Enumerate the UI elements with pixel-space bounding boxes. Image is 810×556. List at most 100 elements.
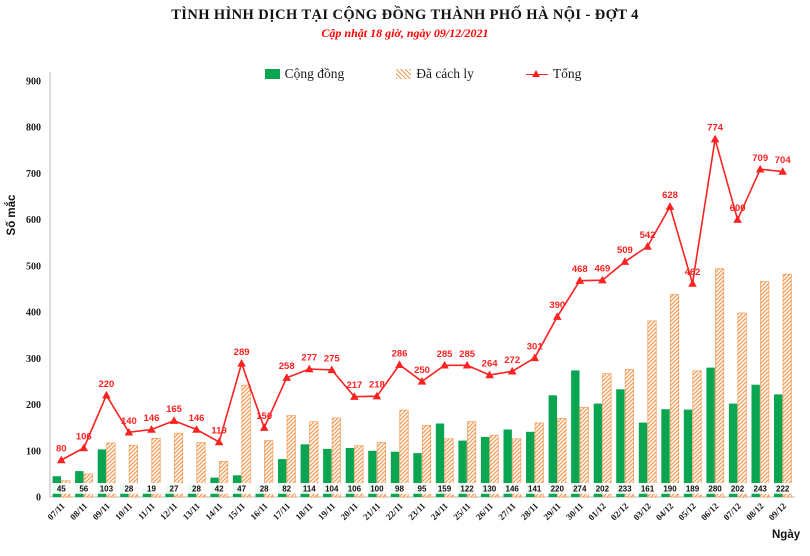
legend-label-tong: Tổng [552,66,582,81]
svg-text:11/11: 11/11 [136,500,157,521]
bar-da-cach-ly [782,273,792,498]
svg-text:18/11: 18/11 [293,500,315,522]
svg-text:103: 103 [100,485,114,494]
svg-text:468: 468 [572,264,588,275]
bar-cong-dong [548,395,557,497]
bar-da-cach-ly [467,421,477,498]
svg-text:146: 146 [189,413,205,424]
svg-text:289: 289 [234,347,250,358]
svg-text:233: 233 [618,485,632,494]
svg-text:15/11: 15/11 [226,500,248,522]
svg-text:0: 0 [36,493,41,504]
svg-text:82: 82 [282,485,291,494]
svg-text:27/11: 27/11 [496,500,518,522]
svg-text:202: 202 [731,485,745,494]
svg-text:218: 218 [369,380,385,391]
line-marker-triangle [462,360,472,369]
y-axis-title: Số mắc [5,194,18,236]
svg-text:258: 258 [279,361,295,372]
bar-da-cach-ly [151,437,161,498]
svg-text:161: 161 [641,485,655,494]
line-marker-triangle [733,215,742,223]
bar-da-cach-ly [331,417,341,498]
svg-text:56: 56 [79,485,88,494]
bar-da-cach-ly [286,415,296,498]
total-line [57,134,787,464]
line-marker-triangle [147,425,156,433]
bar-cong-dong [368,450,377,497]
bar-da-cach-ly [579,406,589,498]
svg-text:07/11: 07/11 [45,500,67,522]
line-marker-triangle [553,312,562,320]
legend-label-da-cach-ly: Đã cách ly [416,66,474,81]
bar-da-cach-ly [421,425,432,498]
line-value-labels: 80 106 220 140 146 165 146 119 289 150 258 277 275 21… [56,123,791,455]
svg-text:275: 275 [324,353,341,364]
svg-text:189: 189 [686,485,700,494]
svg-text:104: 104 [325,485,339,494]
svg-text:16/11: 16/11 [248,500,270,522]
bar-cong-dong [706,367,715,497]
line-marker-triangle [575,276,585,284]
svg-text:628: 628 [662,190,678,201]
svg-text:600: 600 [26,215,41,226]
svg-text:28/11: 28/11 [519,500,541,522]
svg-text:17/11: 17/11 [271,500,293,522]
svg-text:106: 106 [76,432,92,443]
bar-cong-dong [503,429,512,497]
svg-text:400: 400 [26,308,41,319]
bar-da-cach-ly [512,438,522,498]
bar-cong-dong [480,436,490,497]
x-axis-title: Ngày [772,529,801,541]
svg-text:19: 19 [147,485,156,494]
svg-text:119: 119 [211,426,226,437]
bar-cong-dong [278,459,287,497]
line-marker-triangle [688,279,697,287]
svg-text:100: 100 [370,485,384,494]
bar-da-cach-ly [106,442,116,498]
line-marker-triangle [192,425,201,433]
svg-text:469: 469 [594,264,610,275]
line-marker-swatch-icon [525,69,548,80]
svg-text:301: 301 [527,341,544,352]
legend-item-da-cach-ly: Đã cách ly [396,66,474,82]
svg-text:95: 95 [418,485,427,494]
svg-text:98: 98 [395,485,404,494]
bar-cong-dong [526,431,535,497]
svg-text:12/11: 12/11 [158,500,180,522]
bar-da-cach-ly [715,268,725,498]
line-marker-triangle [778,167,787,175]
green-bar-swatch-icon [264,69,280,79]
line-marker-triangle [327,365,337,374]
line-marker-triangle [710,134,720,143]
svg-text:285: 285 [459,349,476,360]
line-marker-triangle [305,364,314,373]
chart-subtitle: Cập nhật 18 giờ, ngày 09/12/2021 [321,26,489,40]
svg-text:220: 220 [98,379,114,390]
svg-text:243: 243 [754,485,768,494]
bar-da-cach-ly [647,320,657,498]
svg-text:19/11: 19/11 [316,500,338,522]
svg-text:774: 774 [707,123,724,134]
line-marker-triangle [214,437,224,446]
svg-text:28: 28 [192,485,201,494]
svg-text:114: 114 [303,485,316,494]
legend-label-cong-dong: Cộng đồng [284,66,345,81]
line-marker-triangle [282,373,291,381]
svg-text:300: 300 [26,354,41,365]
line-marker-triangle [395,360,404,368]
bar-da-cach-ly [692,370,702,498]
svg-text:10/11: 10/11 [113,500,135,522]
svg-text:140: 140 [121,416,137,427]
svg-text:23/11: 23/11 [406,500,428,522]
svg-text:08/11: 08/11 [68,500,90,522]
bar-da-cach-ly [737,312,747,498]
legend-item-cong-dong: Cộng đồng [264,66,345,82]
line-marker-triangle [507,366,517,375]
svg-text:29/11: 29/11 [541,500,563,522]
bar-cong-dong [323,448,332,497]
bar-da-cach-ly [444,438,454,498]
svg-text:22/11: 22/11 [384,500,406,522]
x-axis-tick-labels: 07/11 08/11 09/11 10/11 11/11 12/11 13/11 14/11… [45,500,788,522]
svg-text:600: 600 [730,203,746,214]
